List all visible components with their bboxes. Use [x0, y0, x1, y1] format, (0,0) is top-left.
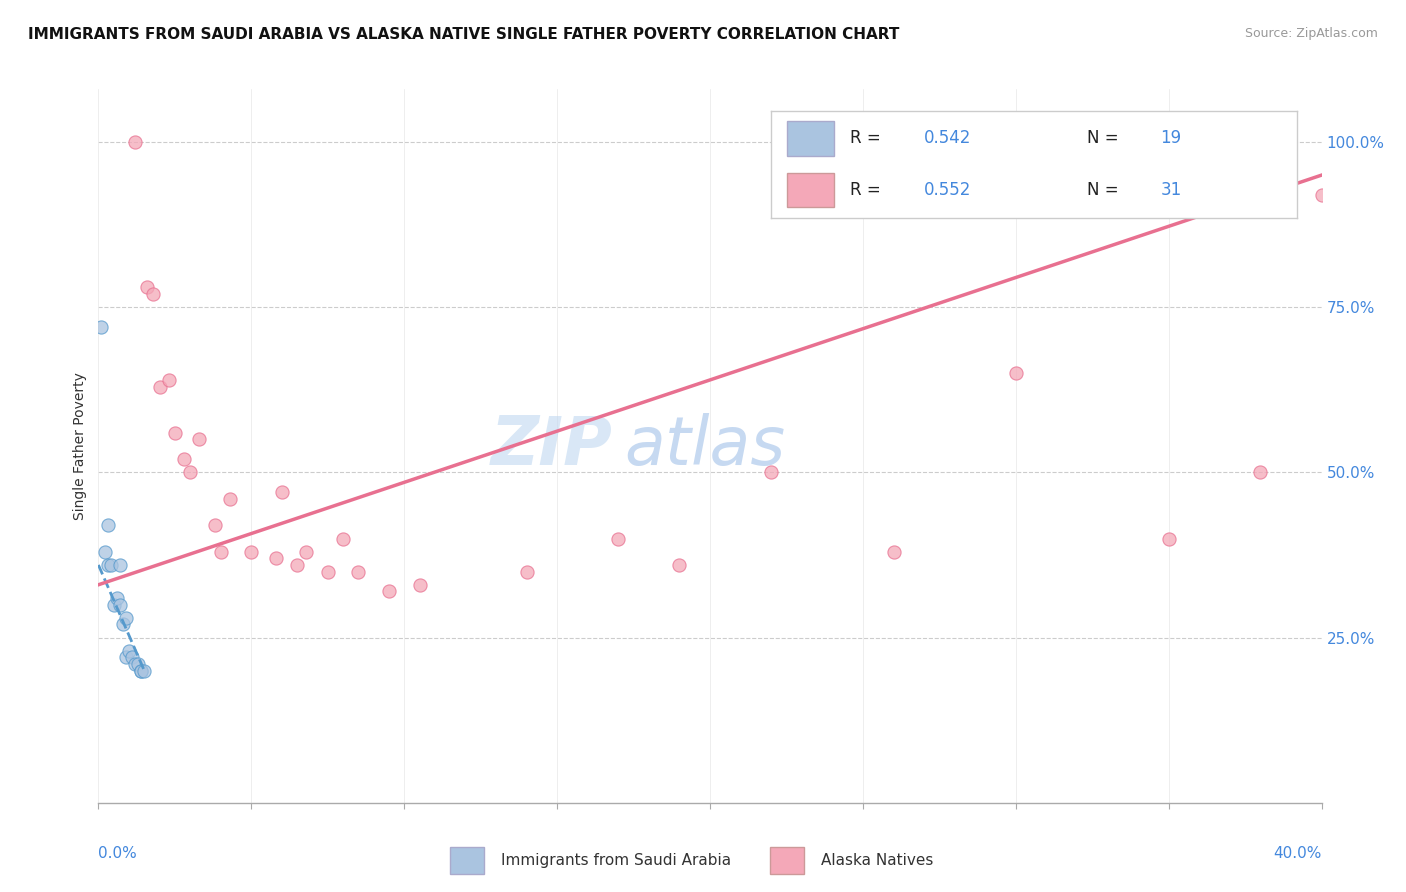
Point — [163, 425, 186, 440]
Point — [97, 518, 120, 533]
Text: 0.0%: 0.0% — [98, 846, 138, 861]
Point — [136, 280, 159, 294]
Point — [105, 591, 128, 605]
Point — [121, 650, 143, 665]
Point — [295, 545, 318, 559]
Point — [347, 565, 370, 579]
Point — [124, 657, 146, 671]
Point — [270, 485, 292, 500]
Text: 40.0%: 40.0% — [1274, 846, 1322, 861]
Point — [111, 617, 134, 632]
Point — [1157, 532, 1180, 546]
Point — [516, 565, 538, 579]
Point — [883, 545, 905, 559]
Point — [118, 644, 141, 658]
Point — [157, 373, 180, 387]
Point — [1004, 367, 1026, 381]
FancyBboxPatch shape — [450, 847, 484, 874]
Point — [129, 664, 152, 678]
Text: ZIP: ZIP — [491, 413, 612, 479]
Point — [408, 578, 430, 592]
Point — [759, 466, 782, 480]
Text: Alaska Natives: Alaska Natives — [821, 854, 934, 868]
Point — [204, 518, 226, 533]
Text: atlas: atlas — [624, 413, 786, 479]
Point — [607, 532, 630, 546]
Point — [1249, 466, 1271, 480]
Point — [124, 135, 146, 149]
Point — [332, 532, 354, 546]
FancyBboxPatch shape — [770, 847, 804, 874]
Point — [285, 558, 308, 572]
Point — [264, 551, 287, 566]
Point — [115, 650, 138, 665]
Point — [378, 584, 401, 599]
Point — [149, 379, 172, 393]
Point — [179, 466, 201, 480]
Point — [97, 558, 120, 572]
Point — [90, 320, 112, 334]
Point — [668, 558, 690, 572]
Point — [209, 545, 232, 559]
Text: IMMIGRANTS FROM SAUDI ARABIA VS ALASKA NATIVE SINGLE FATHER POVERTY CORRELATION : IMMIGRANTS FROM SAUDI ARABIA VS ALASKA N… — [28, 27, 900, 42]
Point — [219, 491, 242, 506]
Point — [108, 558, 131, 572]
Point — [240, 545, 263, 559]
Point — [108, 598, 131, 612]
Point — [127, 657, 149, 671]
Point — [93, 545, 115, 559]
Y-axis label: Single Father Poverty: Single Father Poverty — [73, 372, 87, 520]
Point — [103, 598, 125, 612]
Point — [115, 611, 138, 625]
Point — [188, 433, 211, 447]
Point — [142, 287, 165, 301]
Point — [134, 664, 156, 678]
Point — [100, 558, 122, 572]
Text: Source: ZipAtlas.com: Source: ZipAtlas.com — [1244, 27, 1378, 40]
Point — [316, 565, 339, 579]
Text: Immigrants from Saudi Arabia: Immigrants from Saudi Arabia — [501, 854, 731, 868]
Point — [173, 452, 195, 467]
Point — [129, 664, 152, 678]
Point — [1310, 188, 1333, 202]
